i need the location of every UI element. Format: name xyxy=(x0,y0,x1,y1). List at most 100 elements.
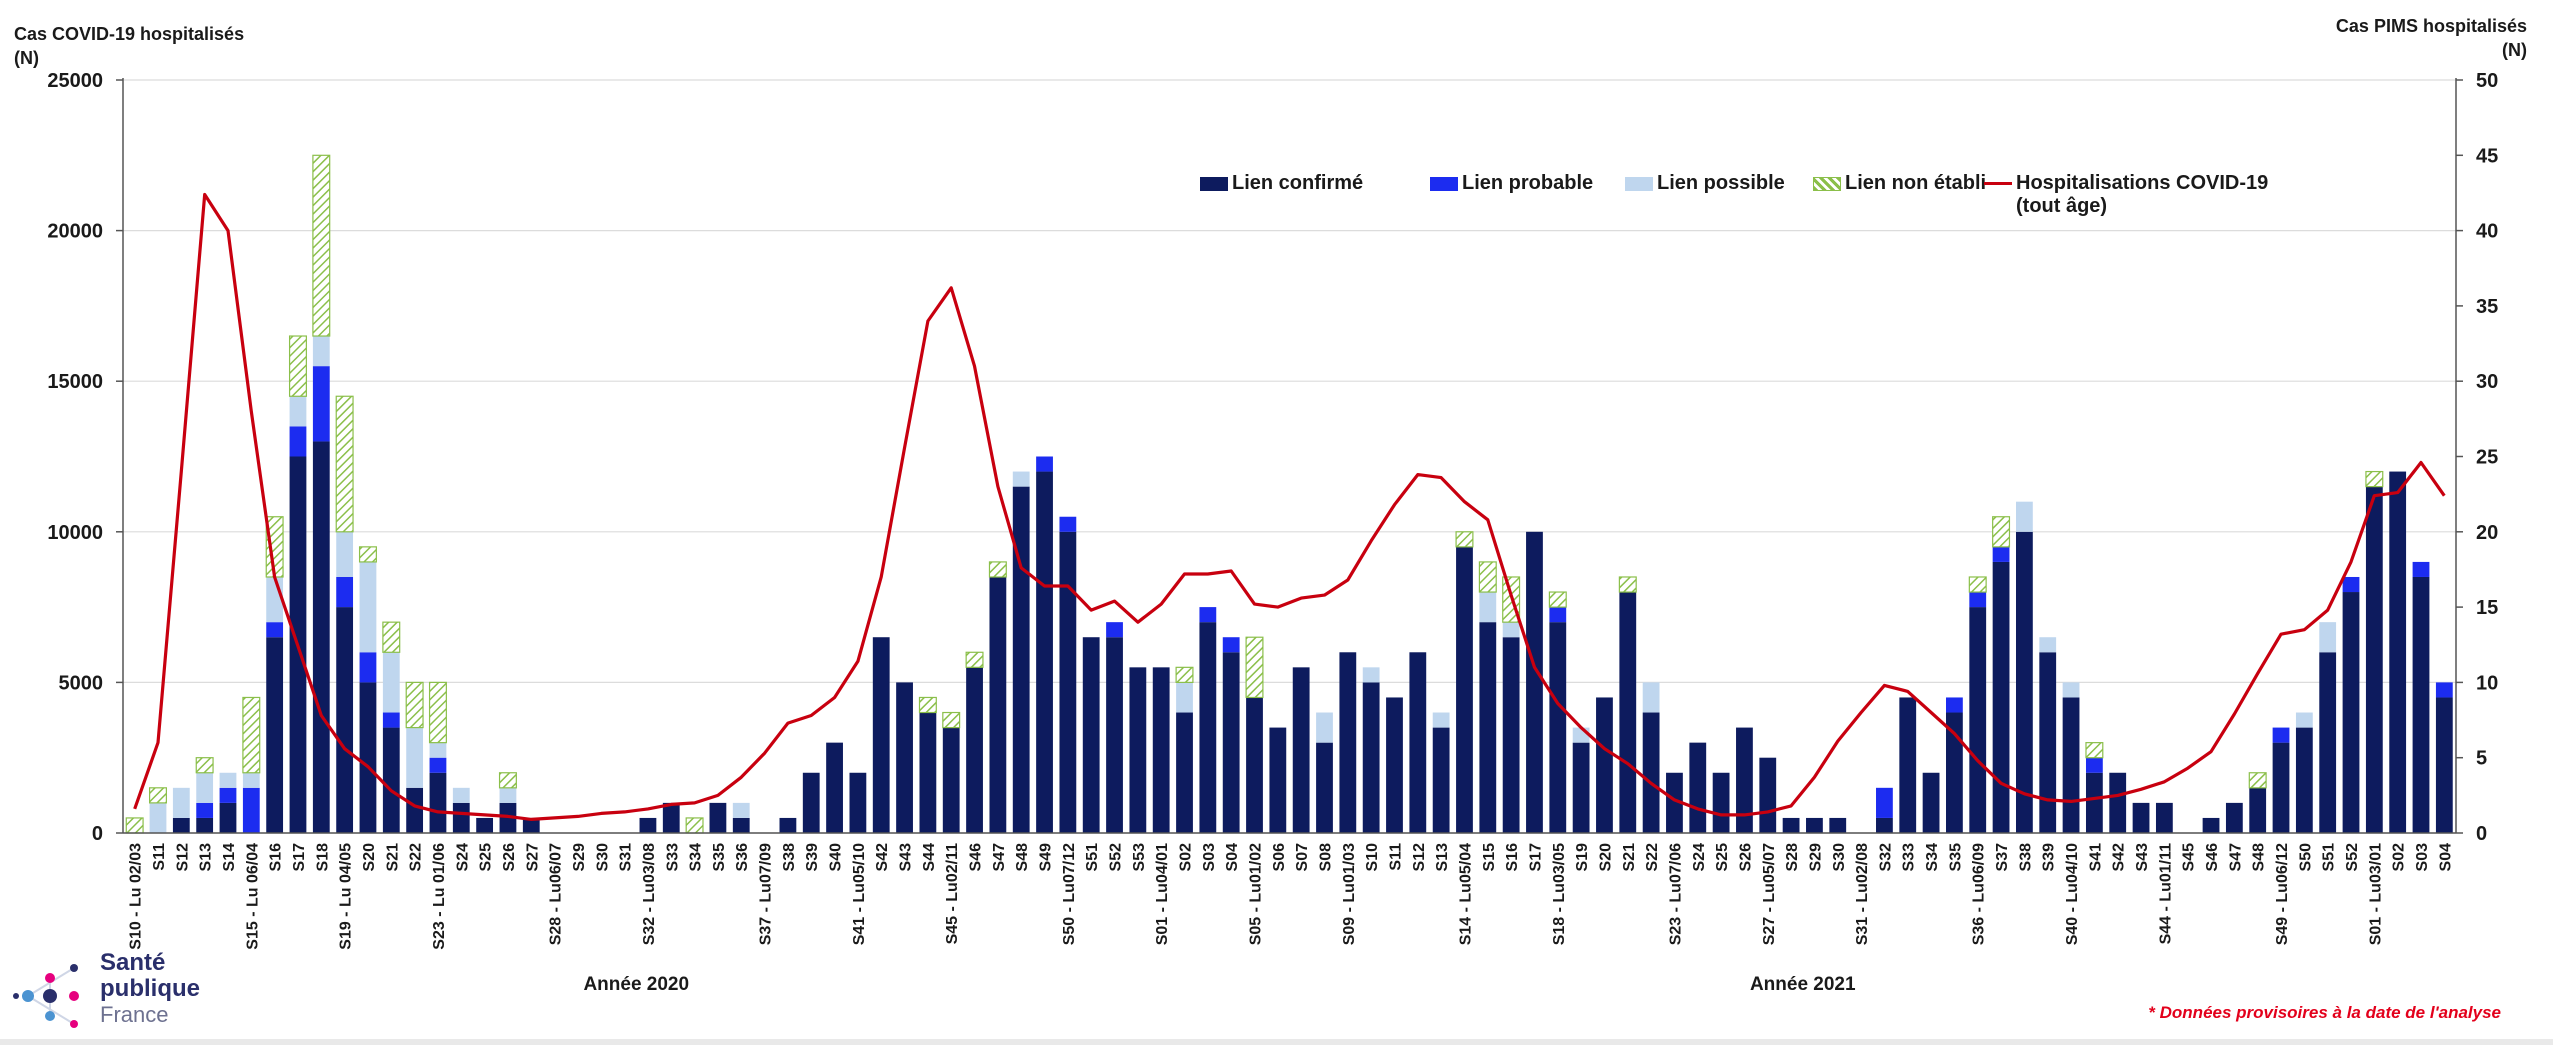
x-tick-label: S10 xyxy=(1364,843,1381,872)
bar-lien-confirme xyxy=(1806,817,1823,833)
bar-lien-possible xyxy=(289,396,307,427)
x-tick-label: S24 xyxy=(1691,843,1708,872)
bar-lien-confirme xyxy=(2272,742,2290,833)
x-tick-label: S28 - Lu06/07 xyxy=(548,843,565,945)
bar-lien-probable xyxy=(219,787,237,803)
left-axis-tick-label: 15000 xyxy=(47,371,103,393)
x-tick-label: S42 xyxy=(2111,843,2128,872)
legend-swatch-possible xyxy=(1625,176,1653,191)
bar-lien-possible xyxy=(732,802,750,818)
x-tick-label: S13 xyxy=(198,843,215,872)
bar-lien-confirme xyxy=(1012,486,1030,833)
x-tick-label: S16 xyxy=(1504,843,1521,872)
bar-lien-non-etabli xyxy=(1548,591,1567,608)
bar-lien-non-etabli xyxy=(1992,516,2011,548)
right-axis-tick-label: 5 xyxy=(2476,748,2487,770)
bar-lien-confirme xyxy=(1456,546,1473,833)
bar-lien-confirme xyxy=(1059,531,1077,833)
x-tick-label: S27 - Lu05/07 xyxy=(1761,843,1778,945)
bar-lien-possible xyxy=(2295,712,2313,728)
bar-lien-possible xyxy=(1572,727,1590,743)
bar-lien-possible xyxy=(312,336,330,367)
bar-lien-confirme xyxy=(802,772,820,833)
bar-lien-confirme xyxy=(1666,772,1683,833)
bar-lien-confirme xyxy=(476,817,494,833)
bar-lien-non-etabli xyxy=(125,817,144,834)
bar-lien-non-etabli xyxy=(1478,561,1497,593)
x-tick-label: S05 - Lu01/02 xyxy=(1248,843,1265,945)
bar-lien-confirme xyxy=(2412,576,2430,833)
x-tick-label: S49 xyxy=(1038,843,1055,872)
x-tick-label: S12 xyxy=(1411,843,1428,872)
bar-lien-confirme xyxy=(2365,486,2383,833)
x-tick-label: S18 - Lu03/05 xyxy=(1551,843,1568,945)
x-tick-label: S48 xyxy=(2251,843,2268,872)
x-tick-label: S08 xyxy=(1317,843,1334,872)
bar-lien-non-etabli xyxy=(942,711,961,729)
x-tick-label: S25 xyxy=(478,843,495,872)
legend-label-possible: Lien possible xyxy=(1657,172,1785,194)
bar-lien-confirme xyxy=(1619,592,1637,833)
x-tick-label: S41 - Lu05/10 xyxy=(851,843,868,945)
x-tick-label: S34 xyxy=(1924,843,1941,872)
bar-lien-possible xyxy=(336,531,354,577)
legend-swatch-line xyxy=(1984,182,2012,186)
bar-lien-confirme xyxy=(312,441,330,833)
bar-lien-confirme xyxy=(1246,697,1263,833)
bar-lien-probable xyxy=(2085,757,2103,773)
x-tick-label: S01 - Lu03/01 xyxy=(2367,843,2384,945)
x-tick-label: S40 xyxy=(828,843,845,872)
x-tick-label: S33 xyxy=(664,843,681,872)
x-tick-label: S51 xyxy=(1084,843,1101,872)
x-tick-label: S32 xyxy=(1877,843,1894,872)
footnote: * Données provisoires à la date de l'ana… xyxy=(2148,1003,2501,1022)
bar-lien-confirme xyxy=(1689,742,1707,833)
bar-lien-confirme xyxy=(2202,817,2220,833)
bar-lien-confirme xyxy=(2295,727,2313,833)
bar-lien-confirme xyxy=(1176,712,1193,833)
bar-lien-confirme xyxy=(1479,622,1497,833)
bar-lien-probable xyxy=(382,712,400,728)
bar-lien-non-etabli xyxy=(148,787,167,804)
x-tick-label: S34 xyxy=(688,843,705,872)
right-axis-tick-label: 15 xyxy=(2476,597,2498,619)
bar-lien-possible xyxy=(429,742,447,758)
x-tick-label: S04 xyxy=(2437,843,2454,872)
bar-lien-non-etabli xyxy=(405,681,424,729)
bar-lien-non-etabli xyxy=(242,696,261,774)
sante-publique-france-logo: Santé publique France xyxy=(8,948,248,1038)
bar-lien-confirme xyxy=(1269,727,1287,833)
bar-lien-confirme xyxy=(2155,802,2173,833)
x-tick-label: S51 xyxy=(2321,843,2338,872)
bar-lien-confirme xyxy=(2085,772,2103,833)
x-tick-label: S02 xyxy=(2391,843,2408,872)
right-axis-title-text: Cas PIMS hospitalisés xyxy=(2335,16,2527,36)
x-tick-label: S26 xyxy=(1737,843,1754,872)
x-tick-label: S06 xyxy=(1271,843,1288,872)
bar-lien-confirme xyxy=(1222,652,1240,833)
logo-dots-icon xyxy=(13,964,79,1028)
bar-lien-confirme xyxy=(989,576,1007,833)
bar-lien-possible xyxy=(266,576,284,623)
bar-lien-confirme xyxy=(2132,802,2150,833)
right-axis-tick-label: 45 xyxy=(2476,145,2498,167)
x-tick-label: S46 xyxy=(968,843,985,872)
bar-lien-confirme xyxy=(2039,652,2057,833)
right-axis-unit: (N) xyxy=(2502,40,2527,60)
x-tick-label: S03 xyxy=(2414,843,2431,872)
x-tick-label: S23 - Lu07/06 xyxy=(1667,843,1684,945)
bar-lien-non-etabli xyxy=(988,561,1007,578)
bar-lien-probable xyxy=(2272,727,2290,743)
tick-labels: 0 5000 10000 15000 20000 25000 0 5 10 15 20 25 30 35 4… xyxy=(47,70,2498,995)
x-tick-label: S15 xyxy=(1481,843,1498,872)
x-tick-label: S35 xyxy=(711,843,728,872)
left-axis-unit: (N) xyxy=(14,48,39,68)
x-tick-label: S29 xyxy=(1807,843,1824,872)
bar-lien-confirme xyxy=(1292,667,1310,833)
bar-lien-confirme xyxy=(1899,697,1917,833)
bar-lien-non-etabli xyxy=(428,681,447,744)
bar-lien-confirme xyxy=(849,772,867,833)
bar-lien-probable xyxy=(196,802,214,818)
bar-lien-confirme xyxy=(1316,742,1333,833)
x-tick-label: S22 xyxy=(1644,843,1661,872)
